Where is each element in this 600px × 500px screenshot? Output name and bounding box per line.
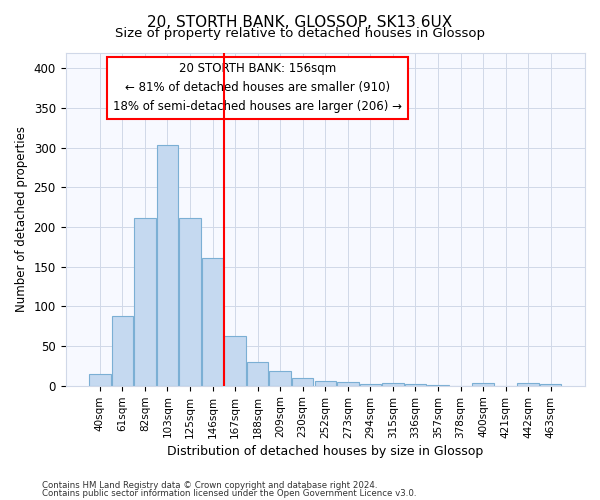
Bar [179, 218, 201, 386]
Bar [337, 382, 359, 386]
Bar [405, 384, 426, 386]
Bar [157, 144, 178, 386]
Bar [247, 362, 268, 386]
Text: Contains public sector information licensed under the Open Government Licence v3: Contains public sector information licen… [42, 489, 416, 498]
Bar [382, 382, 404, 386]
Bar [472, 382, 494, 386]
Text: Contains HM Land Registry data © Crown copyright and database right 2024.: Contains HM Land Registry data © Crown c… [42, 480, 377, 490]
Bar [292, 378, 313, 386]
Bar [314, 381, 336, 386]
Bar [517, 382, 539, 386]
Bar [112, 316, 133, 386]
Bar [224, 336, 246, 386]
Bar [269, 372, 291, 386]
Bar [427, 385, 449, 386]
Bar [89, 374, 110, 386]
Bar [359, 384, 381, 386]
Bar [202, 258, 223, 386]
X-axis label: Distribution of detached houses by size in Glossop: Distribution of detached houses by size … [167, 444, 484, 458]
Bar [540, 384, 562, 386]
Text: 20, STORTH BANK, GLOSSOP, SK13 6UX: 20, STORTH BANK, GLOSSOP, SK13 6UX [148, 15, 452, 30]
Text: Size of property relative to detached houses in Glossop: Size of property relative to detached ho… [115, 28, 485, 40]
Text: 20 STORTH BANK: 156sqm
← 81% of detached houses are smaller (910)
18% of semi-de: 20 STORTH BANK: 156sqm ← 81% of detached… [113, 62, 402, 114]
Y-axis label: Number of detached properties: Number of detached properties [15, 126, 28, 312]
Bar [134, 218, 155, 386]
